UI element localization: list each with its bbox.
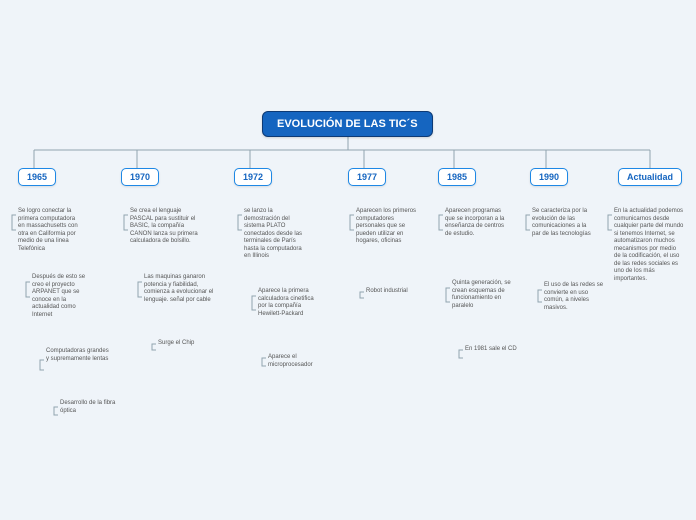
year-1977: 1977 — [348, 168, 386, 186]
detail-1970-0: Se crea el lenguaje PASCAL para sustitui… — [130, 208, 200, 246]
root-title: EVOLUCIÓN DE LAS TIC´S — [262, 111, 433, 137]
year-1985: 1985 — [438, 168, 476, 186]
detail-actualidad-0: En la actualidad podemos comunicarnos de… — [614, 208, 684, 283]
year-1970: 1970 — [121, 168, 159, 186]
detail-1965-3: Desarrollo de la fibra óptica — [60, 400, 123, 415]
year-1972: 1972 — [234, 168, 272, 186]
detail-1972-0: se lanzo la demostración del sistema PLA… — [244, 208, 307, 261]
detail-1990-1: El uso de las redes se convierte en uso … — [544, 282, 607, 312]
detail-1972-1: Aparece la primera calculadora cinetific… — [258, 288, 321, 318]
detail-1970-1: Las maquinas ganaron potencia y fiabilid… — [144, 274, 214, 304]
year-1965: 1965 — [18, 168, 56, 186]
detail-1970-2: Surge el Chip — [158, 340, 221, 348]
detail-1985-2: En 1981 sale el CD — [465, 346, 528, 354]
year-1990: 1990 — [530, 168, 568, 186]
detail-1985-1: Quinta generación, se crean esquemas de … — [452, 280, 515, 310]
detail-1965-0: Se logro conectar la primera computadora… — [18, 208, 81, 253]
connectors — [0, 0, 696, 520]
detail-1965-2: Computadoras grandes y supremamente lent… — [46, 348, 109, 363]
detail-1990-0: Se caracteriza por la evolución de las c… — [532, 208, 595, 238]
detail-1972-2: Aparece el microprocesador — [268, 354, 331, 369]
detail-1977-0: Aparecen los primeros computadores perso… — [356, 208, 419, 246]
detail-1985-0: Aparecen programas que se incorporan a l… — [445, 208, 508, 238]
diagram-canvas: EVOLUCIÓN DE LAS TIC´S 1965 1970 1972 19… — [0, 0, 696, 520]
detail-1977-1: Robot industrial — [366, 288, 429, 296]
year-actualidad: Actualidad — [618, 168, 682, 186]
detail-1965-1: Después de esto se creo el proyecto ARPA… — [32, 274, 95, 319]
